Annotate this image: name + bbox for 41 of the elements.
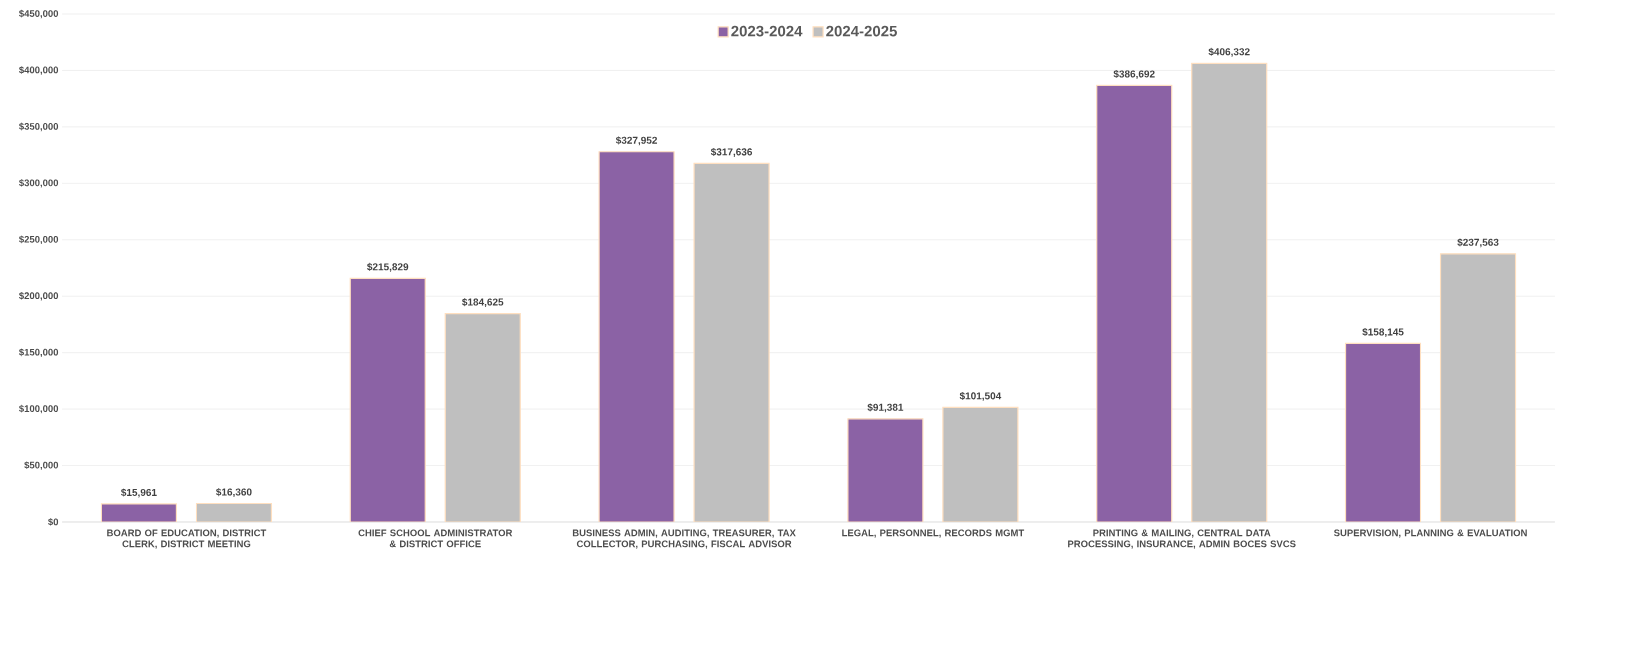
data-label: $184,625 [462,298,504,308]
bar [349,277,426,522]
bar [693,162,770,522]
data-label: $386,692 [1113,69,1155,79]
data-label: $16,360 [215,488,252,497]
legend-label: 2024-2025 [826,25,897,37]
bar [1344,342,1422,522]
x-tick-label: CHIEF SCHOOL ADMINISTRATOR & DISTRICT OFFICE [358,529,513,548]
data-label: $215,829 [367,262,409,272]
bar [444,312,521,522]
data-label: $15,961 [120,488,157,498]
data-label: $237,563 [1457,238,1499,248]
y-tick-label: $100,000 [18,404,59,414]
y-tick-label: $450,000 [18,9,59,19]
y-tick-label: $300,000 [18,179,59,188]
legend-label: 2023-2024 [731,25,803,37]
x-tick-label: SUPERVISION, PLANNING & EVALUATION [1333,529,1527,538]
y-tick-label: $350,000 [18,122,59,132]
bar [1096,84,1173,522]
y-tick-label: $50,000 [24,461,59,470]
x-tick-label: LEGAL, PERSONNEL, RECORDS MGMT [842,529,1025,538]
bar [1191,62,1268,522]
bar [195,502,273,522]
y-tick-label: $400,000 [18,66,59,75]
bar [598,151,675,522]
x-tick-label: BUSINESS ADMIN, AUDITING, TREASURER, TAX COLLECTOR, PURCHASING, FISCAL ADVISOR [572,529,796,549]
y-tick-label: $200,000 [18,291,59,301]
bar [942,406,1019,522]
data-label: $406,332 [1208,47,1250,57]
x-tick-label: PRINTING & MAILING, CENTRAL DATA PROCESSING, INSURANCE, ADMIN BOCES SVCS [1068,529,1296,549]
data-label: $101,504 [959,391,1002,401]
y-tick-label: $150,000 [18,348,59,357]
y-tick-label: $0 [48,518,59,526]
x-tick-label: BOARD OF EDUCATION, DISTRICT CLERK, DISTRICT MEETING [107,529,267,549]
data-label: $158,145 [1362,327,1404,337]
y-tick-label: $250,000 [18,235,59,245]
data-label: $317,636 [710,147,753,157]
data-label: $327,952 [615,136,658,146]
bar [847,418,924,522]
bar [1439,253,1517,522]
data-label: $91,381 [867,403,904,413]
